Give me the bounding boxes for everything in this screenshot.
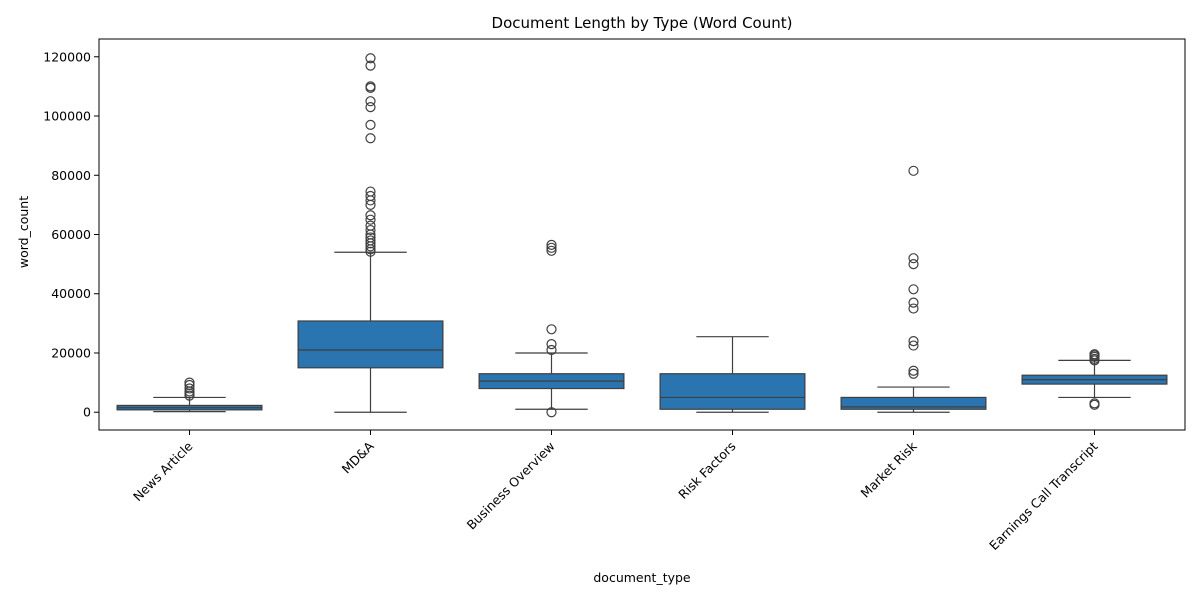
outlier-point: [184, 383, 195, 394]
y-tick-label: 60000: [51, 227, 91, 242]
outlier-point: [365, 224, 376, 236]
y-tick-label: 0: [83, 405, 91, 420]
y-tick-label: 120000: [43, 49, 91, 64]
y-tick-label: 40000: [51, 286, 91, 301]
outlier-point: [908, 365, 919, 376]
outlier-point: [365, 60, 376, 71]
outlier-point: [908, 303, 919, 314]
outlier-point: [1089, 398, 1100, 409]
outlier-point: [546, 338, 557, 350]
iqr-box: [297, 320, 444, 369]
x-tick-label: Market Risk: [857, 438, 920, 501]
x-tick-label: MD&A: [339, 438, 377, 476]
outlier-point: [365, 186, 376, 197]
y-tick-label: 80000: [51, 168, 91, 183]
outlier-point: [546, 407, 557, 418]
y-tick-label: 20000: [51, 345, 91, 360]
x-tick-label: News Article: [130, 438, 196, 504]
chart-title: Document Length by Type (Word Count): [492, 14, 793, 32]
x-tick-label: Earnings Call Transcript: [986, 438, 1101, 553]
plot-area: 0 20000 40000 60000 80000 100000 120000 News Ar…: [43, 38, 1186, 553]
outlier-point: [365, 119, 376, 131]
outlier-point: [365, 214, 376, 225]
outlier-point: [546, 344, 557, 356]
outlier-point: [365, 133, 376, 144]
outlier-point: [184, 377, 195, 388]
outlier-point: [365, 81, 376, 92]
outlier-point: [908, 259, 919, 270]
outlier-point: [365, 210, 376, 221]
plot-frame: [98, 38, 1186, 431]
outlier-point: [1089, 349, 1100, 360]
outlier-point: [365, 102, 376, 113]
outlier-point: [365, 220, 376, 231]
outlier-point: [365, 235, 376, 246]
outlier-point: [546, 324, 557, 335]
x-tick-label: Business Overview: [464, 439, 558, 533]
outlier-point: [365, 190, 376, 202]
iqr-box: [659, 373, 806, 410]
x-axis-label: document_type: [593, 570, 691, 585]
outlier-point: [365, 53, 376, 64]
outlier-point: [908, 253, 919, 264]
outlier-point: [365, 232, 376, 243]
outlier-point: [908, 284, 919, 295]
outlier-point: [546, 239, 557, 250]
outlier-point: [908, 165, 919, 176]
y-tick-label: 100000: [43, 109, 91, 124]
outlier-point: [908, 336, 919, 347]
iqr-box: [840, 396, 987, 410]
x-tick-label: Risk Factors: [675, 439, 738, 502]
outlier-point: [908, 340, 919, 351]
outlier-point: [365, 96, 376, 107]
outlier-point: [908, 368, 919, 379]
y-axis-label: word_count: [16, 196, 31, 268]
outlier-point: [908, 297, 919, 308]
outlier-point: [546, 245, 557, 256]
outlier-point: [546, 242, 557, 253]
